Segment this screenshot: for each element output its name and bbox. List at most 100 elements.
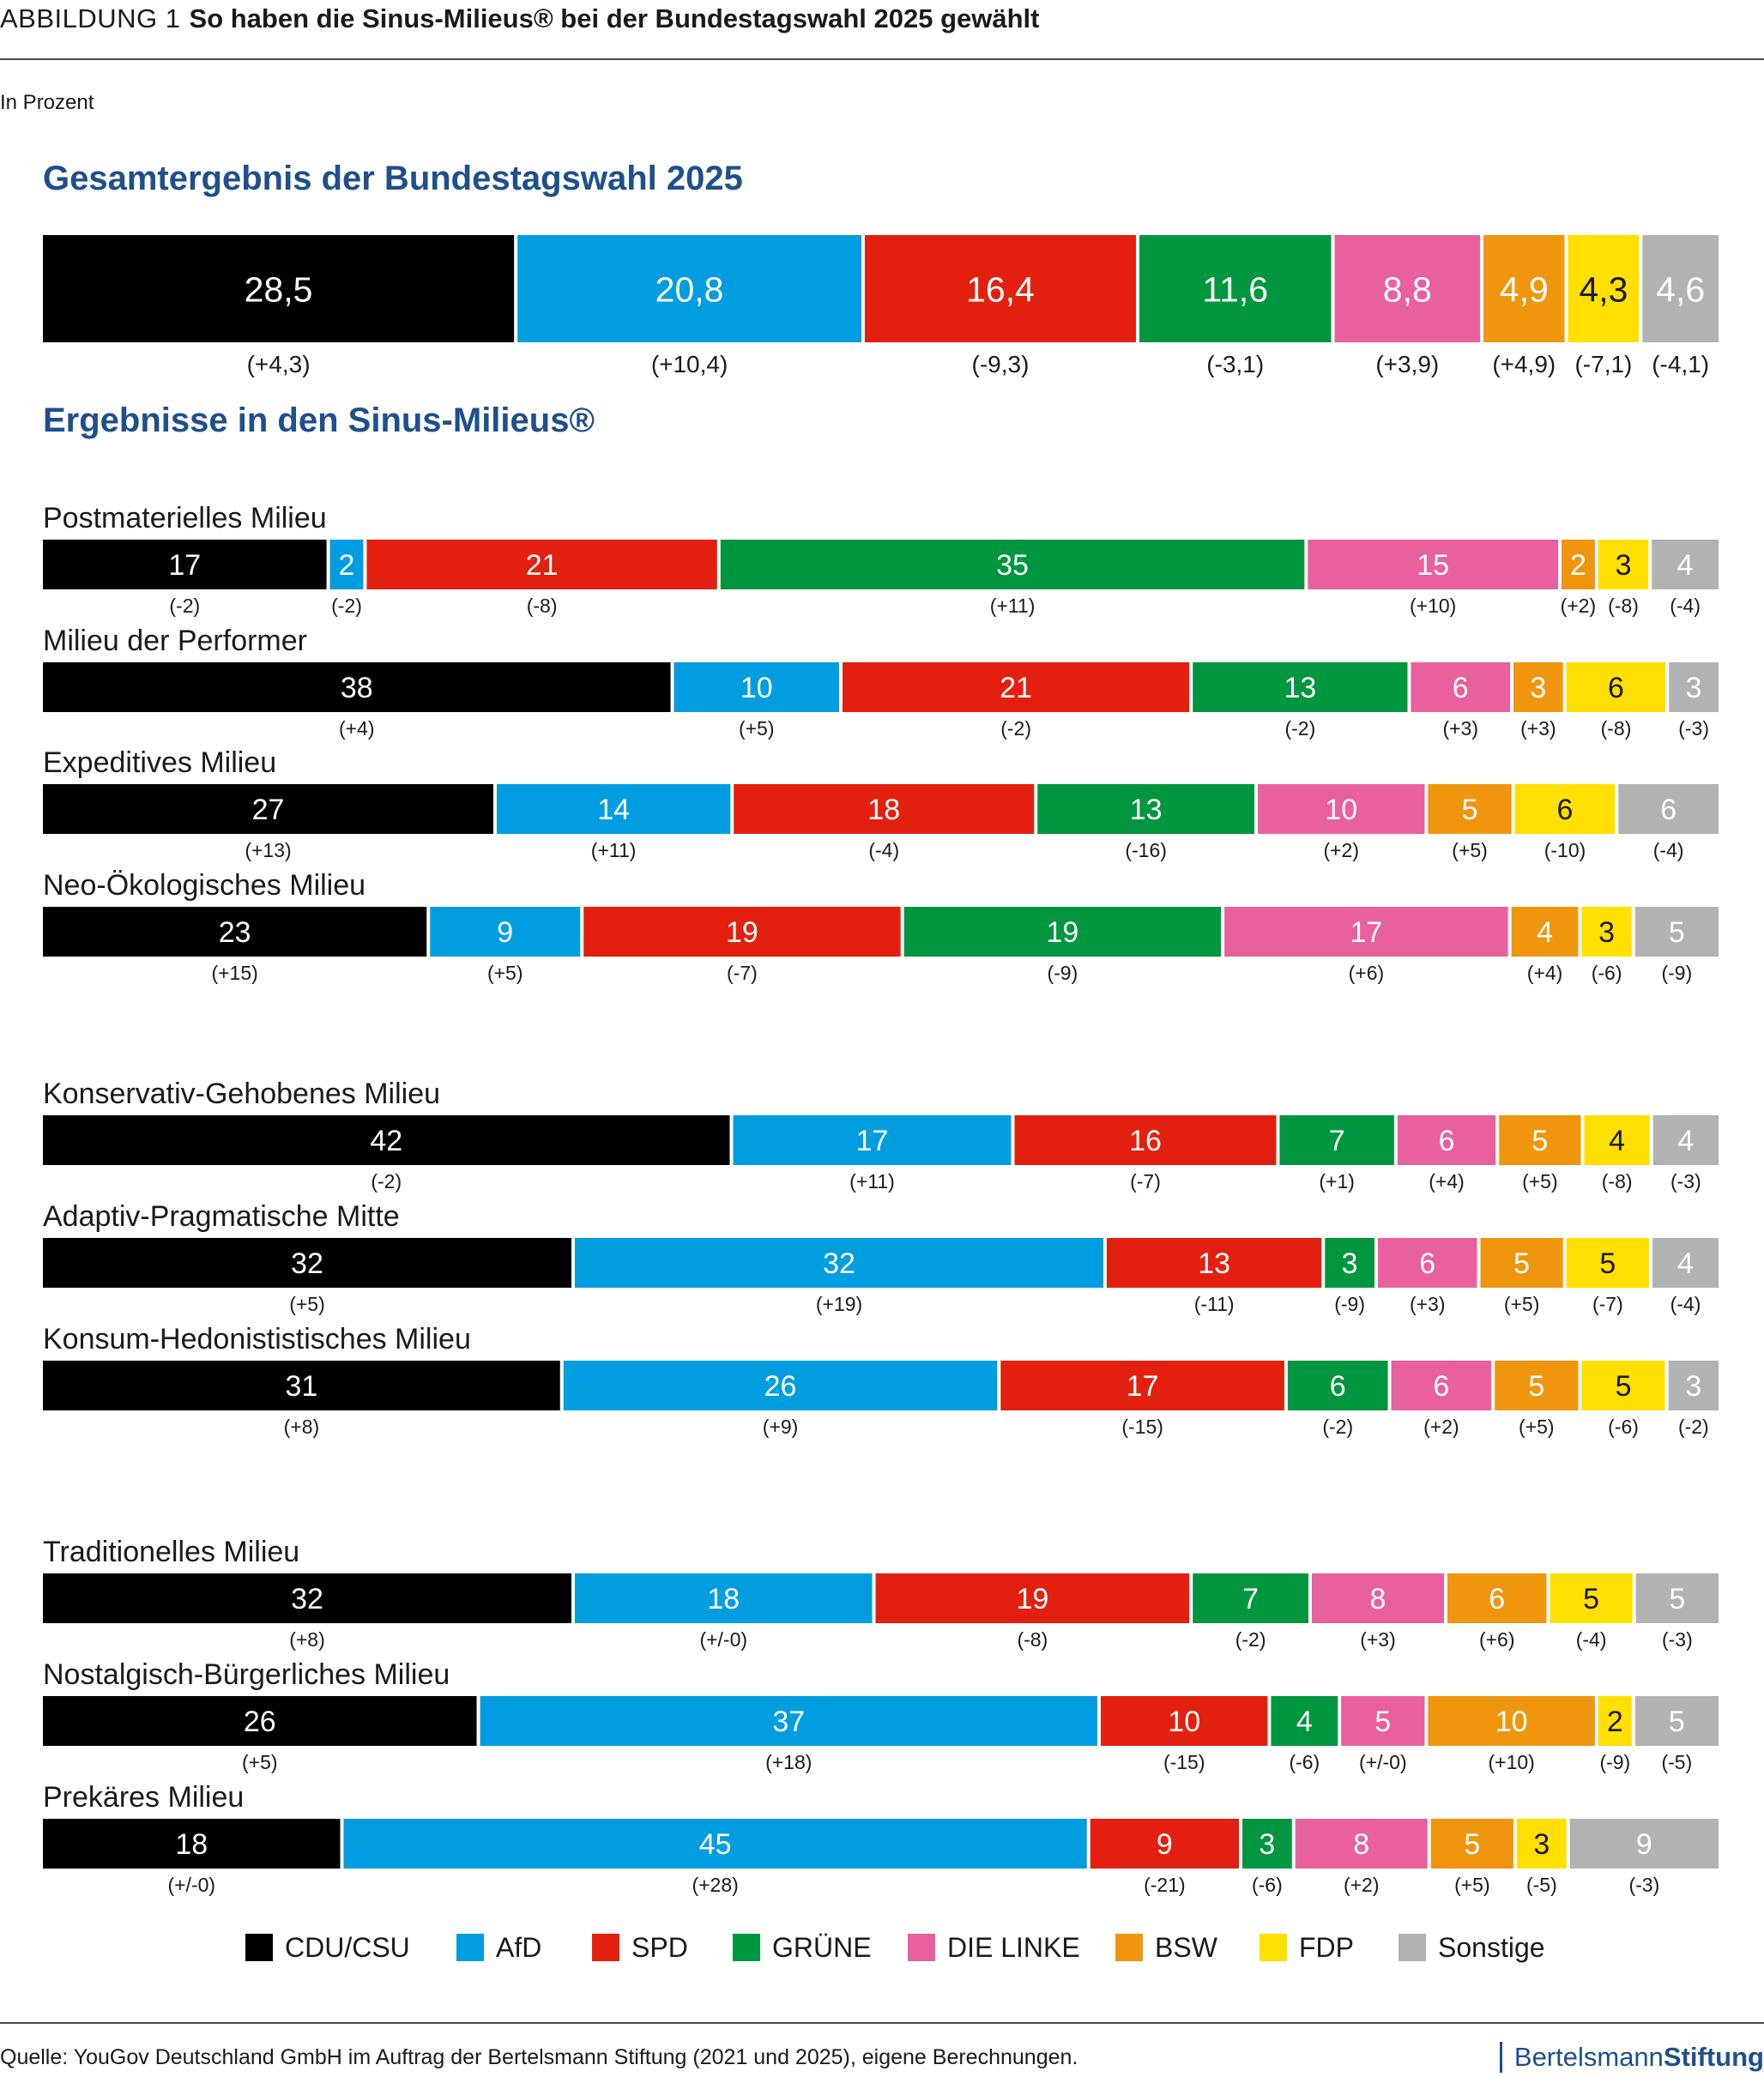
milieu-3-value-bsw: 5 xyxy=(1462,794,1478,826)
milieu-7-bar-fdp xyxy=(1581,1361,1665,1410)
milieu-9-value-spd: 10 xyxy=(1168,1706,1200,1738)
milieu-1-bar-sonstige xyxy=(1652,540,1719,589)
milieu-10-value-cdu-csu: 18 xyxy=(175,1828,208,1861)
milieu-2-bar-cdu-csu xyxy=(43,662,671,712)
milieu-3-value-gr-ne: 13 xyxy=(1130,794,1163,826)
milieu-3-value-cdu-csu: 27 xyxy=(252,794,285,826)
milieu-3-bar-spd xyxy=(734,784,1035,834)
milieu-6-value-cdu-csu: 32 xyxy=(291,1247,323,1280)
milieu-7-change-bsw: (+5) xyxy=(1519,1416,1555,1438)
overall-value-cdu-csu: 28,5 xyxy=(245,269,313,309)
milieu-5-bar-bsw xyxy=(1499,1115,1581,1165)
milieu-9-bar-cdu-csu xyxy=(43,1696,477,1746)
milieu-1-value-bsw: 2 xyxy=(1570,549,1586,582)
overall-bar-die-linke xyxy=(1334,235,1481,342)
milieu-8-value-bsw: 6 xyxy=(1489,1583,1505,1615)
figure-title: So haben die Sinus-Milieus® bei der Bund… xyxy=(189,3,1040,33)
milieu-3-change-bsw: (+5) xyxy=(1452,839,1488,861)
milieu-6-change-spd: (-11) xyxy=(1194,1293,1235,1315)
milieu-10-value-afd: 45 xyxy=(699,1828,732,1861)
milieu-7-bar-die-linke xyxy=(1391,1361,1492,1410)
milieu-3-bar-gr-ne xyxy=(1037,784,1254,834)
milieu-9-change-afd: (+18) xyxy=(765,1751,812,1773)
milieu-10-value-gr-ne: 3 xyxy=(1259,1828,1275,1861)
overall-bar-spd xyxy=(864,235,1136,342)
milieu-7-bar-bsw xyxy=(1495,1361,1579,1410)
overall-change-bsw: (+4,9) xyxy=(1492,351,1556,377)
milieu-2-bar-afd xyxy=(674,662,839,712)
milieu-9-bar-bsw xyxy=(1428,1696,1595,1746)
milieu-9-change-spd: (-15) xyxy=(1163,1751,1205,1773)
milieu-7-name: Konsum-Hedonististisches Milieu xyxy=(43,1323,471,1355)
milieu-3-bar-sonstige xyxy=(1618,784,1719,834)
milieu-5-change-sonstige: (-3) xyxy=(1670,1170,1701,1192)
milieu-7-value-fdp: 5 xyxy=(1616,1370,1632,1403)
milieu-9-change-bsw: (+10) xyxy=(1488,1751,1534,1773)
milieu-9-change-die-linke: (+/-0) xyxy=(1359,1751,1407,1773)
milieu-2-value-afd: 10 xyxy=(740,672,773,704)
milieu-10-change-die-linke: (+2) xyxy=(1344,1874,1380,1896)
milieu-8-bar-afd xyxy=(575,1573,873,1623)
milieu-1-bar-cdu-csu xyxy=(43,540,327,589)
overall-change-gr-ne: (-3,1) xyxy=(1206,351,1264,377)
milieu-3-bar-die-linke xyxy=(1258,784,1425,834)
milieu-6-bar-spd xyxy=(1107,1238,1322,1288)
milieu-4-value-spd: 19 xyxy=(726,916,758,949)
milieu-7-change-gr-ne: (-2) xyxy=(1322,1416,1353,1438)
milieu-1-bar-fdp xyxy=(1598,540,1649,589)
milieu-2-bar-fdp xyxy=(1566,662,1666,712)
milieu-2-bar-spd xyxy=(843,662,1190,712)
milieu-5-bar-die-linke xyxy=(1397,1115,1496,1165)
milieu-6-value-fdp: 5 xyxy=(1599,1247,1616,1280)
milieu-8-value-sonstige: 5 xyxy=(1669,1583,1685,1615)
milieu-10-change-sonstige: (-3) xyxy=(1628,1874,1659,1896)
milieu-6-value-die-linke: 6 xyxy=(1419,1247,1435,1280)
milieu-8-value-gr-ne: 7 xyxy=(1242,1583,1259,1615)
milieu-6-change-fdp: (-7) xyxy=(1592,1293,1623,1315)
milieu-4-bar-gr-ne xyxy=(903,907,1222,957)
milieu-3-value-afd: 14 xyxy=(597,794,630,826)
milieu-1-name: Postmaterielles Milieu xyxy=(43,502,327,534)
overall-value-gr-ne: 11,6 xyxy=(1202,269,1268,309)
milieu-1-change-fdp: (-8) xyxy=(1608,595,1639,617)
footer-divider xyxy=(0,2022,1764,2024)
milieu-10-value-spd: 9 xyxy=(1157,1828,1173,1861)
milieu-4-bar-spd xyxy=(583,907,901,957)
milieu-6-value-bsw: 5 xyxy=(1513,1247,1530,1280)
milieu-6-bar-die-linke xyxy=(1378,1238,1477,1288)
milieu-6-change-afd: (+19) xyxy=(816,1293,862,1315)
milieu-7-value-spd: 17 xyxy=(1127,1370,1159,1403)
overall-bar-bsw xyxy=(1483,235,1565,342)
milieu-10-change-spd: (-21) xyxy=(1144,1874,1186,1896)
milieu-1-bar-bsw xyxy=(1562,540,1595,589)
milieu-4-name: Neo-Ökologisches Milieu xyxy=(43,869,365,902)
milieu-9-change-fdp: (-9) xyxy=(1599,1751,1630,1773)
milieu-5-bar-cdu-csu xyxy=(43,1115,730,1165)
milieu-1-value-afd: 2 xyxy=(339,549,355,582)
milieu-5-value-sonstige: 4 xyxy=(1677,1125,1694,1157)
milieu-10-value-bsw: 5 xyxy=(1464,1828,1480,1861)
milieu-1-change-sonstige: (-4) xyxy=(1670,595,1701,617)
milieu-9-bar-die-linke xyxy=(1341,1696,1425,1746)
milieu-5-value-spd: 16 xyxy=(1129,1125,1162,1157)
milieu-10-change-bsw: (+5) xyxy=(1454,1874,1490,1896)
milieu-2-bar-die-linke xyxy=(1411,662,1510,712)
milieu-6-bar-fdp xyxy=(1566,1238,1649,1288)
milieu-4-change-sonstige: (-9) xyxy=(1661,962,1692,984)
milieu-6-name: Adaptiv-Pragmatische Mitte xyxy=(43,1200,400,1233)
overall-value-spd: 16,4 xyxy=(966,269,1035,309)
milieu-5-name: Konservativ-Gehobenes Milieu xyxy=(43,1078,440,1110)
overall-bar-cdu-csu xyxy=(43,235,515,342)
milieu-10-value-sonstige: 9 xyxy=(1636,1828,1652,1861)
milieu-6-change-cdu-csu: (+5) xyxy=(289,1293,325,1315)
milieu-5-value-bsw: 5 xyxy=(1531,1125,1548,1157)
milieu-2-change-spd: (-2) xyxy=(1000,717,1031,740)
milieu-8-change-spd: (-8) xyxy=(1017,1628,1048,1651)
milieu-6-value-sonstige: 4 xyxy=(1677,1247,1694,1280)
milieu-4-bar-sonstige xyxy=(1634,907,1719,957)
milieu-7-value-die-linke: 6 xyxy=(1433,1370,1449,1403)
milieu-7-change-die-linke: (+2) xyxy=(1423,1416,1459,1438)
overall-value-sonstige: 4,6 xyxy=(1656,269,1705,309)
milieu-7-bar-sonstige xyxy=(1668,1361,1719,1410)
milieu-4-bar-cdu-csu xyxy=(43,907,427,957)
